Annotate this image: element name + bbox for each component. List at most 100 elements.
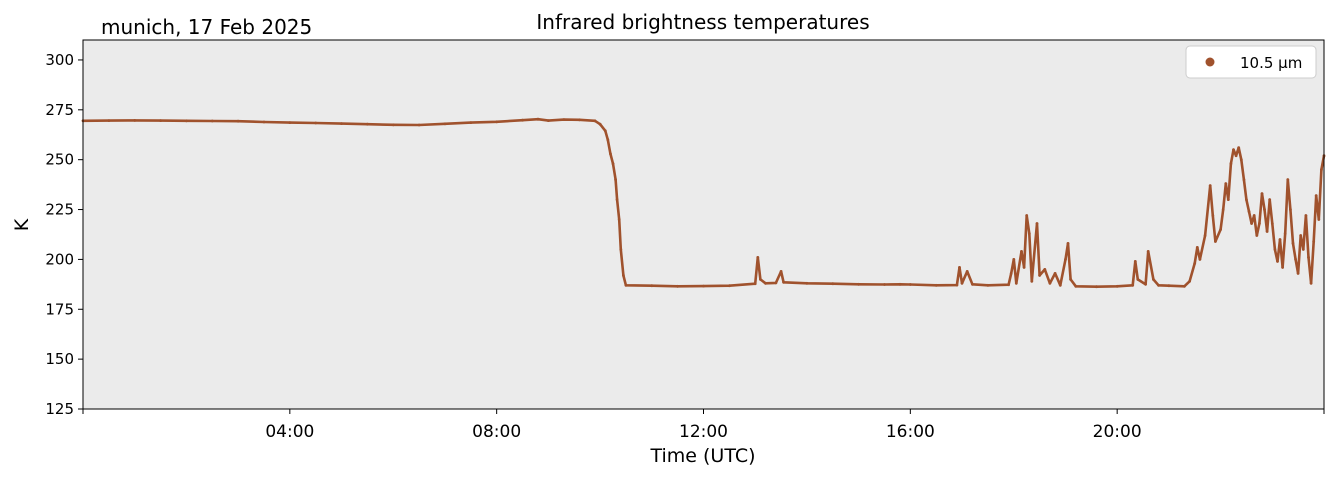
data-point	[1193, 262, 1197, 265]
data-point	[366, 122, 369, 126]
data-point	[262, 120, 266, 124]
data-point	[1167, 284, 1171, 288]
data-point	[1157, 283, 1160, 287]
data-point	[1265, 230, 1269, 233]
data-point	[340, 122, 343, 125]
data-point	[1247, 210, 1251, 213]
data-point	[1025, 214, 1029, 217]
legend: 10.5 µm	[1185, 45, 1317, 79]
y-axis-label: K	[11, 218, 33, 231]
data-point	[1307, 256, 1310, 259]
data-point	[1260, 192, 1264, 196]
data-point	[1314, 194, 1318, 198]
data-point	[562, 118, 566, 121]
data-point	[1273, 248, 1277, 251]
data-point	[1245, 198, 1248, 202]
data-point	[617, 218, 621, 221]
y-tick-label: 150	[45, 350, 74, 368]
data-point	[1239, 158, 1243, 162]
data-point	[1268, 198, 1272, 202]
data-point	[753, 282, 757, 286]
data-point	[883, 283, 886, 286]
data-point	[1115, 284, 1119, 288]
data-point	[986, 283, 990, 287]
data-point	[606, 138, 610, 142]
data-point	[622, 274, 625, 277]
data-point	[185, 119, 188, 123]
data-point	[1289, 208, 1292, 211]
data-point	[210, 119, 214, 123]
data-point	[1312, 240, 1316, 243]
data-point	[578, 118, 581, 122]
data-point	[598, 122, 602, 126]
y-tick-label: 175	[45, 300, 74, 318]
data-point	[1133, 260, 1137, 263]
data-point	[1294, 258, 1297, 261]
data-point	[1064, 258, 1067, 261]
data-point	[1074, 284, 1078, 288]
data-point	[1020, 250, 1023, 253]
data-point	[958, 266, 961, 269]
data-point	[831, 282, 835, 286]
data-point	[1278, 238, 1282, 241]
y-axis: 125 150 175 200 225 250 275 300	[45, 51, 83, 418]
data-point	[774, 281, 778, 285]
data-point	[1276, 260, 1279, 263]
data-point	[1211, 214, 1215, 217]
data-point	[1095, 285, 1098, 289]
x-tick-label: 08:00	[472, 422, 521, 442]
data-point	[288, 121, 292, 124]
data-point	[1038, 274, 1041, 277]
data-point	[236, 119, 240, 123]
data-point	[1014, 281, 1018, 285]
data-point	[857, 282, 860, 286]
data-point	[1053, 272, 1057, 275]
data-point	[1301, 248, 1305, 251]
data-point	[619, 248, 623, 251]
data-point	[676, 284, 679, 288]
data-point	[1066, 242, 1070, 245]
data-point	[1224, 182, 1228, 186]
data-point	[965, 270, 969, 273]
y-tick-label: 125	[45, 400, 74, 418]
chart-title: Infrared brightness temperatures	[536, 10, 869, 34]
data-point	[1296, 272, 1300, 275]
y-tick-label: 275	[45, 101, 74, 119]
x-axis: 04:00 08:00 12:00 16:00 20:00	[82, 409, 1325, 442]
data-point	[1214, 240, 1217, 243]
data-point	[391, 123, 395, 127]
location-date-label: munich, 17 Feb 2025	[101, 15, 312, 39]
data-point	[759, 278, 762, 281]
data-point	[1183, 284, 1186, 288]
data-point	[495, 120, 499, 124]
legend-box	[1185, 45, 1317, 79]
data-point	[1252, 214, 1256, 217]
data-point	[1012, 258, 1016, 261]
data-point	[934, 283, 938, 287]
data-point	[314, 121, 318, 125]
data-point	[1286, 178, 1290, 182]
y-tick-label: 225	[45, 201, 74, 219]
series-layer	[81, 117, 1326, 289]
y-tick-label: 250	[45, 151, 74, 169]
data-point	[1030, 279, 1034, 283]
data-point	[611, 162, 615, 166]
data-point	[1203, 234, 1207, 237]
data-point	[624, 283, 628, 287]
data-point	[1283, 232, 1287, 235]
data-point	[417, 123, 421, 127]
data-point	[650, 284, 654, 288]
data-point	[1232, 148, 1235, 152]
data-point	[1022, 266, 1026, 269]
data-point	[1069, 278, 1072, 281]
data-point	[960, 281, 964, 285]
legend-marker-icon	[1205, 57, 1215, 67]
data-point	[1027, 232, 1031, 235]
data-point	[1229, 162, 1233, 166]
data-point	[615, 198, 619, 202]
data-point	[1242, 178, 1246, 182]
x-axis-label: Time (UTC)	[649, 445, 755, 467]
data-point	[1048, 281, 1052, 285]
data-point	[782, 280, 785, 284]
